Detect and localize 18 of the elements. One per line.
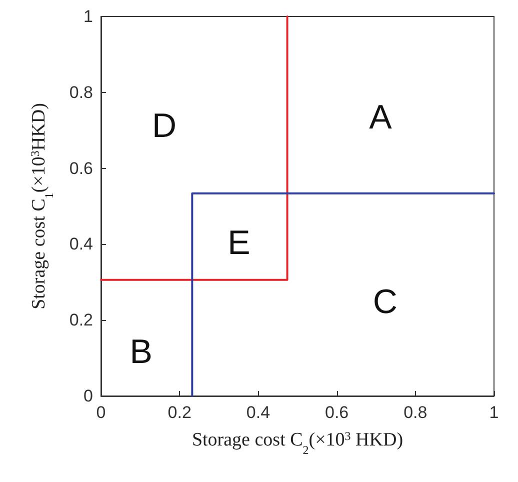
y-tick-label: 0 (84, 386, 93, 406)
x-tick-label: 0.4 (246, 403, 270, 422)
y-axis-title: Storage cost C1(×103HKD) (28, 103, 56, 310)
x-tick-label: 0.6 (324, 403, 349, 422)
annotation: A (369, 98, 392, 137)
y-tick-label: 0.2 (69, 310, 93, 330)
x-tick-label: 1 (489, 403, 499, 422)
x-tick-label: 0.2 (168, 403, 192, 422)
annotation: E (228, 224, 250, 262)
annotation: C (372, 283, 398, 322)
y-tick-label: 0.4 (69, 234, 93, 254)
y-tick-label: 1 (84, 7, 93, 26)
x-tick-label: 0 (96, 403, 106, 422)
annotation: D (152, 106, 177, 145)
y-tick-label: 0.6 (69, 158, 93, 178)
x-tick-label: 0.8 (404, 403, 428, 422)
y-tick-label: 0.8 (69, 82, 93, 102)
annotation: B (130, 333, 152, 372)
